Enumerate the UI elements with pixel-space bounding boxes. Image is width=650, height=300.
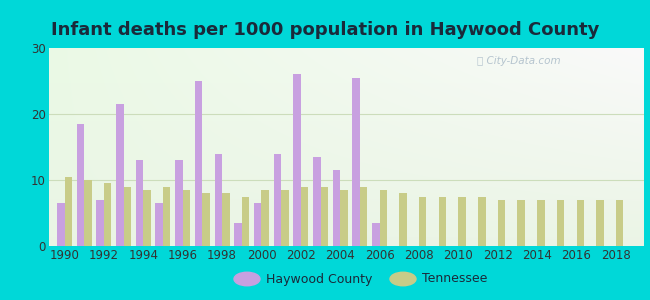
Bar [64,177,72,246]
Bar [77,124,85,246]
Bar [478,196,486,246]
Bar [57,203,64,246]
Bar [84,180,92,246]
Bar [360,187,367,246]
Bar [577,200,584,246]
Bar [242,196,249,246]
Bar [214,154,222,246]
Bar [419,196,426,246]
Bar [143,190,151,246]
Bar [333,170,340,246]
Text: Haywood County: Haywood County [266,272,373,286]
Bar [183,190,190,246]
Bar [320,187,328,246]
Bar [557,200,564,246]
Bar [517,200,525,246]
Bar [616,200,623,246]
Bar [96,200,104,246]
Bar [155,203,163,246]
Bar [399,193,407,246]
Bar [274,154,281,246]
Bar [136,160,143,246]
Bar [458,196,466,246]
Bar [352,78,360,246]
Bar [596,200,604,246]
Bar [281,190,289,246]
Bar [116,104,124,246]
Bar [222,193,229,246]
Bar [313,157,320,246]
Bar [261,190,269,246]
Bar [254,203,261,246]
Bar [176,160,183,246]
Bar [293,74,301,246]
Bar [234,223,242,246]
Bar [202,193,210,246]
Bar [163,187,170,246]
Bar [124,187,131,246]
Bar [104,183,111,246]
Bar [498,200,505,246]
Text: Tennessee: Tennessee [422,272,488,286]
Text: Infant deaths per 1000 population in Haywood County: Infant deaths per 1000 population in Hay… [51,21,599,39]
Bar [340,190,348,246]
Bar [372,223,380,246]
Bar [380,190,387,246]
Text: ⓘ City-Data.com: ⓘ City-Data.com [477,56,560,66]
Bar [537,200,545,246]
Bar [439,196,446,246]
Bar [301,187,308,246]
Bar [195,81,202,246]
